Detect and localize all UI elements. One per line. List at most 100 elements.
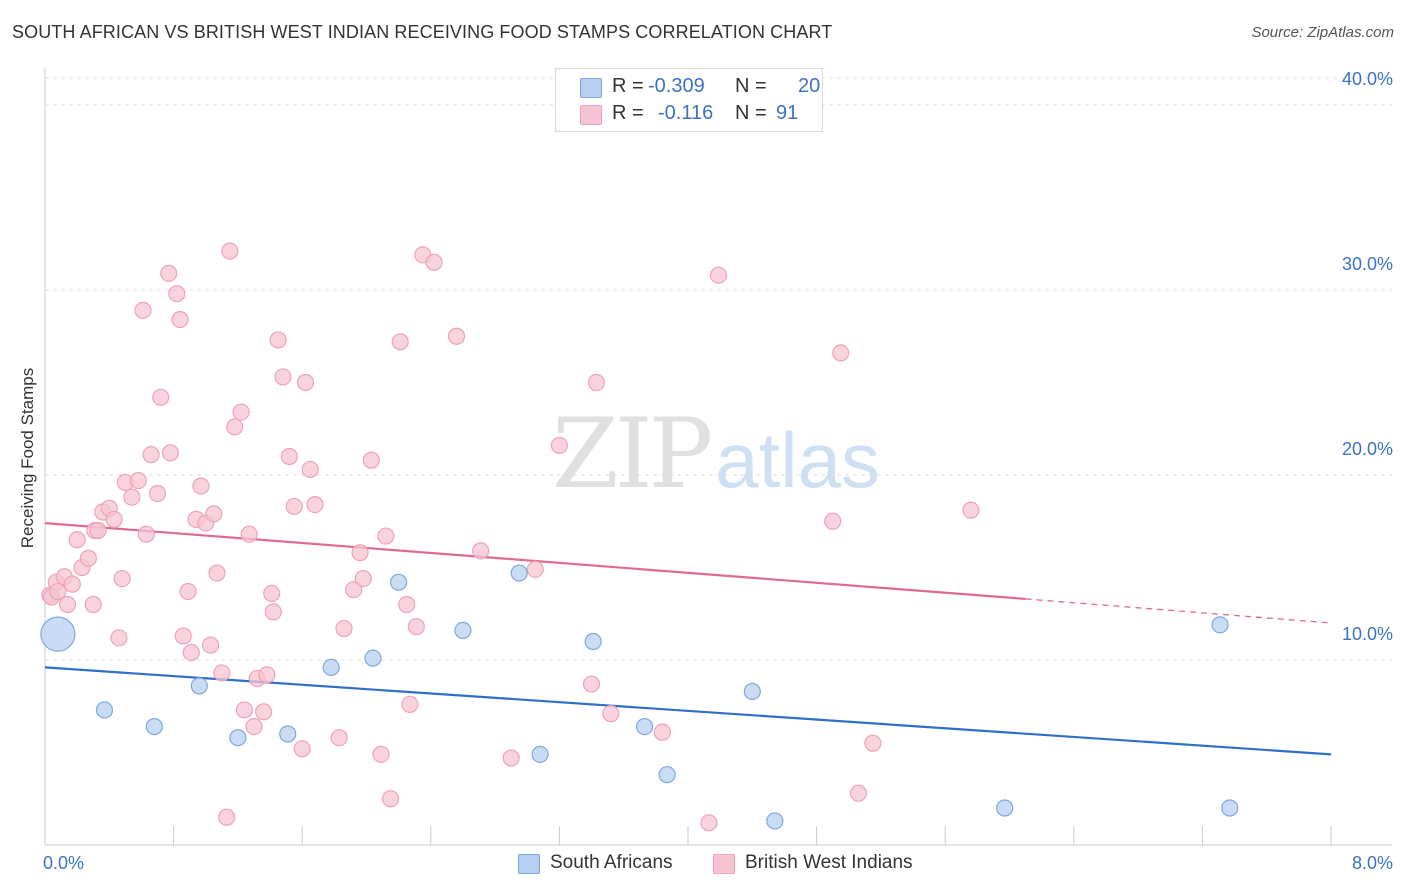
point-british-west-indian [398, 595, 416, 614]
legend-r-value: -0.116 [658, 102, 714, 124]
point-british-west-indian [653, 723, 671, 741]
point-british-west-indian [293, 740, 311, 758]
point-british-west-indian [182, 643, 200, 662]
point-british-west-indian [849, 784, 867, 802]
point-british-west-indian [382, 790, 400, 808]
point-british-west-indian [407, 618, 425, 636]
point-british-west-indian [502, 749, 520, 767]
point-british-west-indian [232, 403, 250, 421]
point-south-african [510, 564, 528, 582]
point-british-west-indian [255, 703, 273, 721]
point-british-west-indian [280, 447, 298, 466]
point-british-west-indian [240, 525, 258, 543]
point-british-west-indian [89, 521, 107, 540]
point-british-west-indian [296, 373, 315, 392]
point-british-west-indian [235, 701, 253, 719]
tick-labels: 10.0% 20.0% 30.0% 40.0% 0.0% 8.0% [43, 69, 1393, 873]
point-british-west-indian [258, 666, 276, 684]
legend-r-value: -0.309 [648, 75, 705, 97]
watermark: ZIPatlas [552, 398, 880, 510]
point-british-west-indian [330, 729, 348, 747]
data-points [40, 242, 1239, 832]
point-british-west-indian [264, 603, 282, 621]
point-british-west-indian [68, 531, 86, 549]
point-british-west-indian [58, 595, 77, 614]
point-british-west-indian [171, 311, 189, 329]
legend-r-label: R = [612, 102, 644, 124]
point-british-west-indian [84, 595, 102, 614]
point-british-west-indian [208, 564, 226, 582]
point-british-west-indian [174, 627, 192, 645]
point-south-african [279, 725, 297, 743]
point-british-west-indian [161, 444, 179, 462]
point-british-west-indian [354, 569, 372, 588]
point-british-west-indian [306, 496, 324, 514]
point-south-african [996, 799, 1014, 817]
point-south-african [766, 812, 784, 830]
bottom-legend-swatch-blue [518, 854, 540, 874]
legend-swatch-blue [580, 78, 602, 98]
point-british-west-indian [113, 569, 131, 588]
point-british-west-indian [218, 808, 236, 826]
point-british-west-indian [709, 266, 728, 284]
axes [44, 68, 1392, 846]
point-british-west-indian [700, 814, 718, 832]
legend-n-label: N = [735, 102, 767, 124]
point-british-west-indian [63, 575, 81, 593]
bottom-legend-swatch-pink [713, 854, 735, 874]
point-british-west-indian [160, 264, 178, 282]
correlation-legend: R = -0.309 N = 20 R = -0.116 N = 91 [555, 68, 823, 132]
point-british-west-indian [824, 512, 842, 530]
point-british-west-indian [962, 501, 980, 519]
point-south-african [190, 677, 208, 695]
y-tick-label: 20.0% [1342, 439, 1393, 459]
point-british-west-indian [221, 242, 239, 260]
point-british-west-indian [602, 705, 620, 723]
legend-r-label: R = [612, 75, 644, 97]
point-south-african [658, 766, 676, 784]
legend-n-value: 91 [776, 102, 799, 124]
bottom-legend-label: South Africans [550, 852, 673, 873]
point-british-west-indian [263, 584, 281, 603]
bottom-legend-label: British West Indians [745, 852, 913, 873]
point-british-west-indian [526, 560, 544, 578]
point-british-west-indian [362, 451, 380, 469]
point-british-west-indian [142, 446, 160, 464]
point-british-west-indian [285, 497, 303, 516]
point-south-african [322, 658, 340, 677]
point-british-west-indian [269, 331, 287, 349]
point-british-west-indian [205, 505, 223, 523]
point-british-west-indian [201, 636, 220, 654]
point-south-african [1221, 799, 1239, 817]
point-british-west-indian [134, 301, 152, 319]
point-south-african [364, 649, 382, 667]
gridlines [45, 77, 1392, 661]
point-british-west-indian [152, 388, 170, 406]
trend-lines [44, 522, 1332, 756]
point-british-west-indian [335, 619, 353, 638]
x-tick-label: 0.0% [43, 853, 84, 873]
y-tick-label: 10.0% [1342, 624, 1393, 644]
point-south-african [584, 632, 602, 651]
point-british-west-indian [137, 525, 155, 543]
point-british-west-indian [472, 542, 490, 560]
trend-line-extension [1025, 598, 1332, 624]
point-british-west-indian [148, 484, 167, 503]
y-axis-label: Receiving Food Stamps [18, 367, 37, 549]
x-tick-label: 8.0% [1352, 853, 1393, 873]
y-tick-label: 40.0% [1342, 69, 1393, 89]
point-south-african [40, 616, 76, 652]
point-british-west-indian [192, 477, 210, 495]
point-british-west-indian [377, 527, 395, 545]
point-british-west-indian [110, 629, 128, 647]
watermark-zip: ZIP [552, 398, 713, 510]
point-south-african [145, 717, 163, 736]
point-british-west-indian [832, 344, 850, 362]
point-british-west-indian [447, 327, 466, 345]
point-british-west-indian [105, 510, 123, 529]
point-british-west-indian [550, 436, 569, 454]
point-british-west-indian [425, 253, 443, 271]
point-british-west-indian [401, 695, 419, 714]
chart-source: Source: ZipAtlas.com [1251, 24, 1394, 41]
